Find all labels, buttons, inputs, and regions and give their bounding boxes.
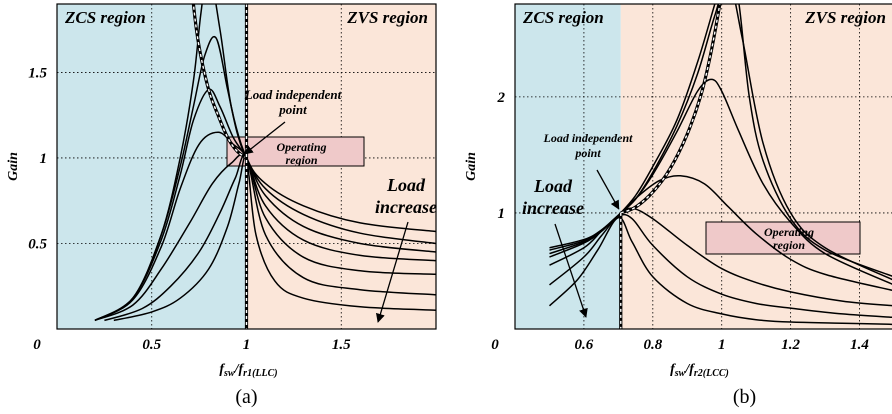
- load-increase-label: increase: [375, 197, 437, 217]
- zvs-region-label: ZVS region: [346, 8, 428, 27]
- x-tick-label: 0: [33, 337, 41, 353]
- zcs-region-label: ZCS region: [522, 8, 604, 27]
- panel-label: (a): [235, 386, 257, 408]
- x-tick-label: 0.5: [142, 337, 161, 353]
- series-line: [94, 153, 436, 322]
- x-tick-label: 0.6: [575, 337, 594, 353]
- x-tick-label: 1.2: [781, 337, 800, 353]
- y-tick-label: 1: [40, 151, 48, 167]
- load-independent-label: Load independent: [543, 131, 634, 145]
- curves-group: [548, 4, 892, 326]
- series-line: [549, 213, 892, 319]
- zcs-region-area: [515, 4, 621, 329]
- x-axis-label: fsw/fr1(LLC): [219, 362, 277, 379]
- zvs-region-area: [620, 4, 892, 329]
- load-independent-arrow: [596, 169, 620, 210]
- y-axis-label: Gain: [6, 152, 21, 181]
- x-tick-label: 1.4: [850, 337, 869, 353]
- x-tick-label: 1: [243, 337, 251, 353]
- operating-region-label: region: [285, 153, 317, 167]
- y-tick-label: 2: [497, 90, 506, 106]
- load-increase-arrow: [375, 221, 409, 323]
- series-line: [113, 155, 436, 322]
- load-independent-label: point: [574, 146, 601, 160]
- y-tick-label: 0.5: [28, 236, 47, 252]
- load-independent-label: Load independent: [244, 87, 342, 102]
- operating-region-label: region: [773, 238, 805, 252]
- zcs-region-area: [57, 4, 247, 329]
- operating-region-box: [226, 136, 365, 167]
- panel-label: (b): [733, 386, 756, 408]
- curves-group: [94, 4, 436, 322]
- load-increase-label: Load: [533, 176, 573, 196]
- plot-frame: [56, 3, 437, 330]
- x-tick-label: 0: [491, 337, 499, 353]
- x-tick-label: 1: [718, 337, 726, 353]
- y-tick-label: 1.5: [28, 65, 47, 81]
- x-tick-label: 0.8: [643, 337, 662, 353]
- series-line: [549, 207, 892, 307]
- load-independent-label: point: [278, 102, 307, 117]
- operating-region-label: Operating: [276, 140, 326, 154]
- x-tick-label: 1.5: [332, 337, 351, 353]
- boundary-curve-dash: [620, 4, 721, 214]
- zcs-region-label: ZCS region: [64, 8, 146, 27]
- load-increase-label: Load: [386, 175, 426, 195]
- series-line: [94, 88, 436, 322]
- boundary-curve-dash: [192, 4, 247, 159]
- load-increase-arrow: [554, 223, 588, 318]
- series-line: [548, 216, 892, 326]
- series-line: [104, 154, 436, 322]
- operating-region-box: [705, 221, 861, 255]
- y-tick-label: 1: [498, 206, 506, 222]
- plot-frame: [514, 3, 892, 330]
- x-axis-label: fsw/fr2(LCC): [670, 362, 729, 379]
- series-line: [94, 36, 436, 322]
- y-axis-label: Gain: [464, 152, 479, 181]
- zvs-region-label: ZVS region: [804, 8, 886, 27]
- load-increase-label: increase: [522, 198, 584, 218]
- load-independent-arrow: [243, 121, 286, 155]
